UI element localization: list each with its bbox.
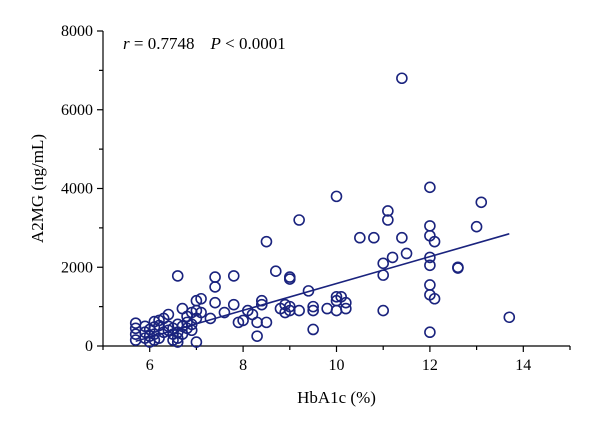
data-point	[227, 298, 240, 311]
data-point	[424, 181, 436, 194]
data-point	[218, 306, 231, 319]
x-tick-label: 6	[146, 357, 154, 374]
stats-annotation: r = 0.7748 P < 0.0001	[123, 34, 286, 53]
data-point	[396, 231, 408, 244]
data-point	[330, 290, 343, 303]
x-ticks: 6 8 10 12 14	[102, 346, 571, 374]
data-point	[162, 308, 175, 321]
data-point	[251, 330, 263, 342]
data-point	[227, 270, 240, 282]
data-point	[424, 220, 436, 232]
data-point	[330, 190, 343, 203]
data-point	[330, 304, 343, 317]
data-point	[260, 235, 273, 248]
data-point	[307, 300, 319, 313]
data-point	[255, 294, 268, 307]
data-point	[452, 261, 464, 274]
data-point	[424, 251, 436, 264]
data-point	[424, 326, 436, 339]
x-tick-label: 8	[239, 357, 247, 374]
data-point	[260, 316, 273, 329]
data-point	[424, 259, 436, 272]
x-axis-title: HbA1c (%)	[297, 388, 376, 407]
data-point	[209, 281, 221, 293]
data-point	[209, 271, 221, 283]
data-point	[204, 312, 217, 325]
data-point	[396, 72, 408, 85]
data-point	[171, 270, 184, 282]
data-point	[209, 296, 221, 309]
y-ticks: 0 2000 4000 6000 8000	[61, 23, 103, 355]
data-point	[195, 292, 207, 305]
data-point	[302, 285, 315, 297]
data-point	[382, 205, 394, 217]
data-point	[269, 265, 282, 277]
data-point	[293, 304, 305, 317]
data-point	[185, 324, 198, 337]
y-tick-label: 0	[85, 338, 93, 355]
data-point	[321, 302, 333, 315]
data-point	[354, 231, 366, 244]
p-symbol: P	[209, 34, 220, 53]
data-point	[377, 257, 390, 270]
data-point	[283, 300, 296, 313]
y-tick-label: 2000	[61, 259, 93, 276]
y-tick-label: 4000	[61, 181, 93, 198]
y-axis-title: A2MG (ng/mL)	[28, 134, 47, 243]
data-point	[386, 251, 399, 264]
data-point	[255, 298, 268, 311]
data-point	[428, 292, 441, 305]
data-point	[283, 271, 296, 283]
y-tick-label: 6000	[61, 102, 93, 119]
p-value: < 0.0001	[221, 34, 286, 53]
r-value: = 0.7748	[130, 34, 195, 53]
data-point	[428, 235, 441, 248]
data-point	[424, 279, 436, 291]
data-point	[307, 304, 319, 317]
data-point	[377, 304, 390, 317]
r-symbol: r	[123, 34, 130, 53]
x-tick-label: 10	[329, 357, 345, 374]
data-point	[293, 214, 305, 226]
y-tick-label: 8000	[61, 23, 93, 40]
data-point	[382, 214, 394, 226]
data-point	[400, 247, 413, 260]
data-point	[237, 314, 249, 327]
data-point	[475, 196, 488, 209]
data-point	[190, 336, 203, 348]
x-tick-label: 14	[515, 357, 531, 374]
x-tick-label: 12	[422, 357, 438, 374]
data-point	[377, 269, 390, 281]
data-point	[307, 323, 319, 336]
data-point	[340, 296, 352, 309]
data-point	[195, 306, 207, 319]
data-point	[368, 231, 380, 244]
data-point	[503, 311, 516, 324]
data-points	[129, 72, 516, 348]
data-point	[470, 220, 483, 233]
data-point	[251, 316, 263, 329]
data-point	[340, 302, 352, 315]
